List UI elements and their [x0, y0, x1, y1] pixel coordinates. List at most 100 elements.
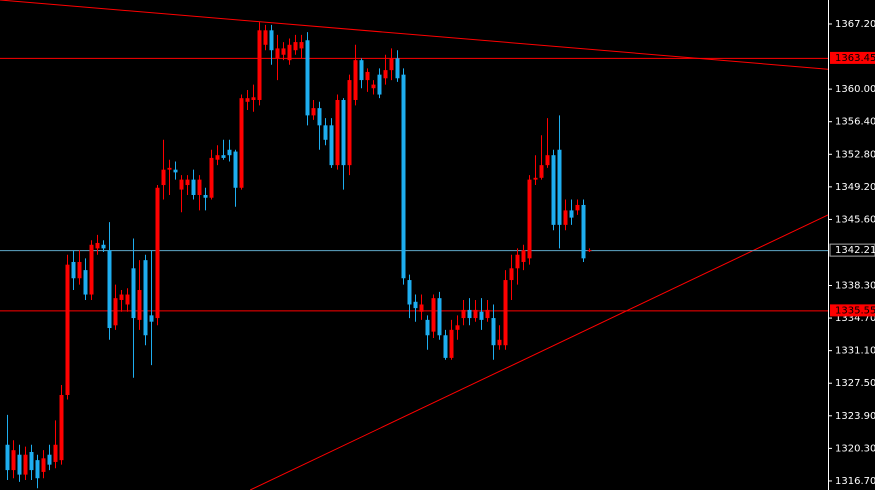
candle-body: [491, 318, 496, 346]
candle-body: [17, 454, 22, 475]
y-tick-label: 1360.00: [835, 84, 875, 95]
candle-body: [485, 309, 490, 319]
candle-body: [239, 98, 244, 188]
y-tick-label: 1349.20: [835, 182, 875, 193]
candle-body: [83, 270, 88, 295]
candle-body: [383, 70, 388, 79]
candle-body: [551, 155, 556, 225]
y-tick-label: 1356.40: [835, 117, 875, 128]
candle-body: [29, 451, 34, 471]
candle-body: [185, 179, 190, 186]
candle-body: [515, 254, 520, 269]
candle-body: [287, 44, 292, 61]
candle-body: [47, 454, 52, 465]
candle-body: [563, 210, 568, 225]
candle-body: [389, 58, 394, 71]
candle-body: [215, 155, 220, 160]
y-tick-label: 1345.60: [835, 214, 875, 225]
candle-body: [341, 99, 346, 166]
level-label-box: [829, 243, 875, 257]
candle-body: [305, 40, 310, 116]
candle-body: [293, 42, 298, 51]
candle-body: [197, 179, 202, 196]
candle-body: [425, 319, 430, 336]
candle-body: [107, 250, 112, 329]
candle-body: [347, 80, 352, 166]
candle-body: [59, 394, 64, 461]
candle-body: [221, 155, 226, 158]
y-tick-label: 1327.50: [835, 378, 875, 389]
candle-body: [203, 195, 208, 198]
y-tick-label: 1334.70: [835, 313, 875, 324]
candle-body: [137, 290, 142, 320]
candle-body: [527, 179, 532, 259]
candle-body: [119, 294, 124, 300]
candle-body: [113, 298, 118, 326]
candle-body: [323, 125, 328, 140]
candle-body: [575, 204, 580, 211]
candle-body: [71, 261, 76, 279]
candle-body: [569, 210, 574, 218]
candle-body: [149, 315, 154, 322]
level-label-box: [830, 304, 875, 317]
candle-body: [545, 155, 550, 166]
candle-body: [413, 301, 418, 309]
candle-body: [65, 264, 70, 395]
candle-body: [275, 48, 280, 59]
candle-body: [167, 167, 172, 170]
candle-body: [317, 108, 322, 126]
candle-body: [269, 30, 274, 51]
level-label: 1335.55: [835, 305, 875, 316]
candle-body: [299, 42, 304, 49]
candle-body: [539, 165, 544, 178]
candle-body: [23, 454, 28, 475]
candle-body: [41, 458, 46, 472]
candle-body: [533, 177, 538, 180]
candle-body: [311, 108, 316, 116]
candle-body: [257, 30, 262, 100]
trendline: [0, 0, 829, 70]
candle-body: [227, 149, 232, 156]
level-label-box: [830, 51, 875, 64]
candle-body: [497, 339, 502, 346]
candle-body: [557, 149, 562, 225]
level-label: 1342.21: [835, 245, 875, 256]
candle-body: [509, 268, 514, 281]
candle-body: [473, 309, 478, 319]
candle-body: [401, 74, 406, 279]
candle-body: [455, 325, 460, 330]
candle-body: [443, 335, 448, 358]
candle-body: [173, 169, 178, 173]
trendline: [249, 214, 829, 490]
candle-body: [95, 242, 100, 249]
candle-body: [77, 261, 82, 279]
candle-body: [479, 311, 484, 320]
candle-body: [161, 169, 166, 186]
y-tick-label: 1338.30: [835, 280, 875, 291]
candle-body: [449, 329, 454, 358]
candle-body: [365, 71, 370, 81]
candle-body: [251, 97, 256, 100]
y-tick-label: 1352.80: [835, 149, 875, 160]
y-tick-label: 1367.20: [835, 19, 875, 30]
candle-body: [587, 250, 592, 252]
candle-body: [395, 58, 400, 79]
y-tick-label: 1316.70: [835, 476, 875, 487]
candle-body: [155, 187, 160, 319]
candle-body: [437, 298, 442, 336]
y-tick-label: 1331.10: [835, 346, 875, 357]
candle-body: [11, 450, 16, 471]
candle-body: [53, 444, 58, 462]
candle-body: [263, 30, 268, 45]
candle-body: [521, 250, 526, 262]
y-tick-label: 1323.90: [835, 411, 875, 422]
candle-body: [353, 60, 358, 100]
candle-body: [35, 460, 40, 479]
candle-body: [131, 268, 136, 319]
candle-body: [467, 309, 472, 319]
candle-body: [335, 99, 340, 166]
candle-body: [191, 179, 196, 196]
candle-body: [419, 304, 424, 312]
candle-body: [143, 260, 148, 336]
